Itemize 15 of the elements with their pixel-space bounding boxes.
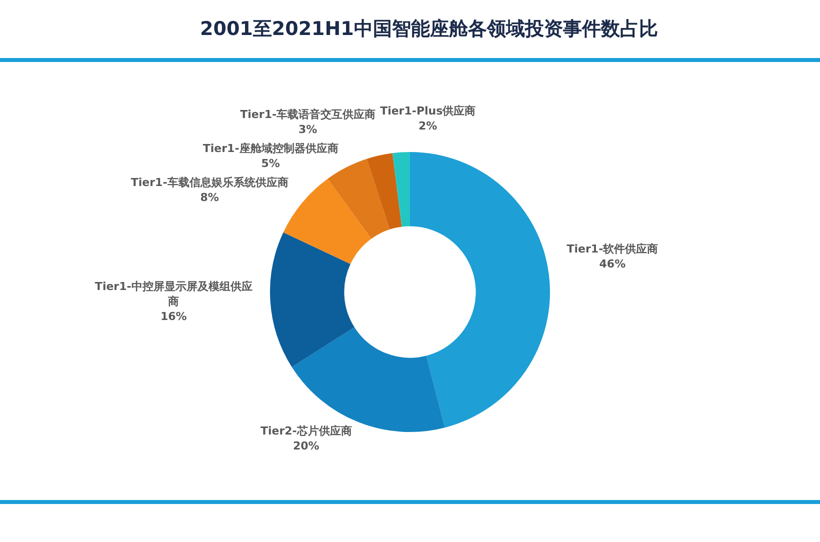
data-label: 20% [292,439,320,452]
data-label: 8% [200,191,219,204]
data-label: 5% [261,157,280,170]
chart-title: 2001至2021H1中国智能座舱各领域投资事件数占比 [200,17,658,42]
data-label: 16% [160,310,187,323]
data-label: 3% [298,123,318,136]
data-label: 2% [418,120,438,133]
slice-label: Tier1-软件供应商 [566,242,658,256]
data-label: 46% [599,258,626,271]
slice-label: Tier1-中控屏显示屏及模组供应商 [94,280,252,308]
slice-label: Tier2-芯片供应商 [260,424,352,438]
slice-label: Tier1-Plus供应商 [380,104,476,118]
slice-label: Tier1-车载信息娱乐系统供应商 [130,176,288,190]
slice-label: Tier1-车载语音交互供应商 [240,108,376,122]
slice-label: Tier1-座舱域控制器供应商 [202,142,338,156]
